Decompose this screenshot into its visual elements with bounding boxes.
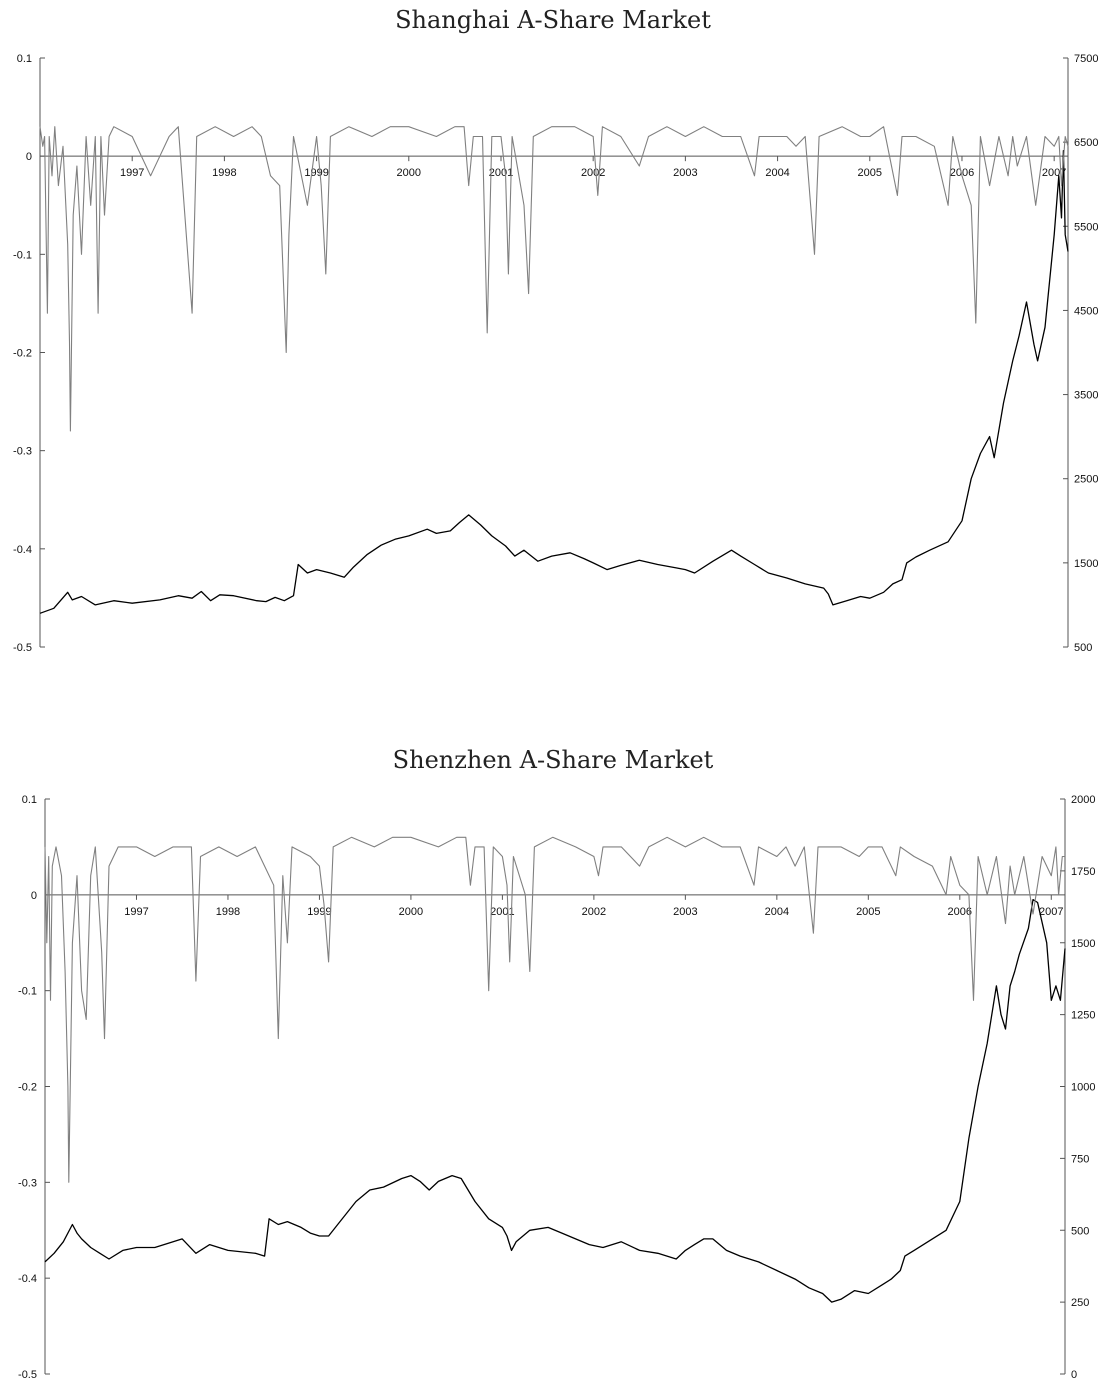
x-axis-tick-label: 1998 [216,906,240,918]
x-axis-tick-label: 2005 [858,167,882,179]
x-axis-tick-label: 2006 [948,906,972,918]
right-axis-tick-label: 500 [1071,1225,1089,1237]
drawdown-series-line [44,836,1065,1183]
drawdown-series-line [39,126,1069,432]
right-axis-tick-label: 250 [1071,1297,1089,1309]
shanghai-chart-plot: 0.1 0 -0.1 -0.2 -0.3 -0.4 -0.5 7500 6500 5500 4500… [13,53,1098,654]
x-axis-tick-label: 1998 [212,167,236,179]
right-axis-tick-label: 500 [1074,642,1092,654]
left-axis-tick-label: -0.3 [18,1177,37,1189]
shanghai-chart: Shanghai A-Share Market 0.1 0 -0.1 -0.2 -0.3… [0,0,1106,690]
x-axis-tick-label: 2006 [950,167,974,179]
shenzhen-chart: Shenzhen A-Share Market 0.1 0 -0.1 -0.2 -0.3… [0,740,1106,1382]
x-axis-tick-label: 2000 [399,906,423,918]
x-axis-tick-label: 1999 [304,167,328,179]
x-axis-tick-label: 2002 [581,167,605,179]
shenzhen-chart-plot: 0.1 0 -0.1 -0.2 -0.3 -0.4 -0.5 2000 1750 1500 1250… [18,794,1095,1381]
x-axis-tick-label: 2005 [856,906,880,918]
left-axis-tick-label: 0.1 [22,794,37,806]
left-axis-tick-label: 0 [26,151,32,163]
chart-title: Shenzhen A-Share Market [392,746,714,774]
x-axis-tick-label: 1997 [120,167,144,179]
x-axis-tick-label: 2003 [673,906,697,918]
index-series-line [44,898,1066,1303]
right-axis-tick-label: 1000 [1071,1082,1095,1094]
right-axis-tick-label: 1500 [1074,558,1098,570]
left-axis-tick-label: -0.1 [13,249,32,261]
left-axis-tick-label: -0.2 [18,1082,37,1094]
x-axis-tick-label: 1999 [307,906,331,918]
x-axis-tick-label: 2001 [489,167,513,179]
left-axis-tick-label: -0.1 [18,986,37,998]
x-axis-tick-label: 2003 [673,167,697,179]
index-series-line [39,149,1069,614]
chart-title: Shanghai A-Share Market [395,6,711,34]
x-axis-tick-label: 1997 [124,906,148,918]
right-axis-tick-label: 5500 [1074,221,1098,233]
right-axis-tick-label: 4500 [1074,305,1098,317]
right-axis-tick-label: 750 [1071,1153,1089,1165]
right-axis-tick-label: 3500 [1074,390,1098,402]
left-axis-tick-label: 0.1 [17,53,32,65]
x-axis-tick-label: 2004 [765,906,789,918]
right-axis-tick-label: 1250 [1071,1010,1095,1022]
x-axis-tick-label: 2007 [1039,906,1063,918]
x-axis-tick-label: 2002 [582,906,606,918]
left-axis-tick-label: -0.2 [13,348,32,360]
left-axis-tick-label: -0.3 [13,446,32,458]
right-axis-tick-label: 1750 [1071,866,1095,878]
x-axis-tick-label: 2004 [765,167,789,179]
left-axis-tick-label: -0.5 [18,1369,37,1381]
right-axis-tick-label: 0 [1071,1369,1077,1381]
left-axis-tick-label: -0.4 [13,544,32,556]
right-axis-tick-label: 2500 [1074,474,1098,486]
left-axis-tick-label: 0 [31,890,37,902]
right-axis-tick-label: 2000 [1071,794,1095,806]
left-axis-tick-label: -0.4 [18,1273,37,1285]
left-axis-tick-label: -0.5 [13,642,32,654]
right-axis-tick-label: 7500 [1074,53,1098,65]
right-axis-tick-label: 1500 [1071,938,1095,950]
right-axis-tick-label: 6500 [1074,137,1098,149]
x-axis-tick-label: 2000 [397,167,421,179]
